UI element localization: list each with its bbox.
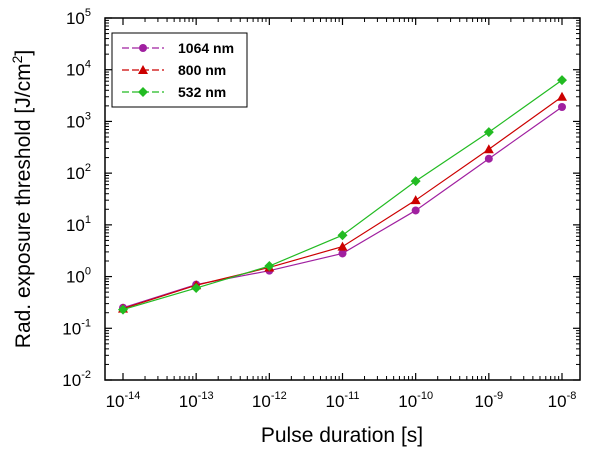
data-point bbox=[558, 103, 566, 112]
x-tick-exp: -10 bbox=[417, 390, 433, 402]
x-tick-label: 10-10 bbox=[398, 390, 433, 411]
x-axis-label: Pulse duration [s] bbox=[261, 424, 423, 447]
x-tick-base: 10 bbox=[179, 392, 198, 411]
data-point bbox=[191, 283, 202, 294]
x-tick-base: 10 bbox=[252, 392, 271, 411]
x-tick-label: 10-8 bbox=[548, 390, 577, 411]
y-tick-label: 10-2 bbox=[62, 369, 91, 390]
y-tick-exp: 5 bbox=[85, 7, 91, 19]
y-tick-exp: 1 bbox=[85, 214, 91, 226]
x-tick-base: 10 bbox=[398, 392, 417, 411]
legend-marker bbox=[138, 65, 148, 74]
legend-marker bbox=[138, 87, 148, 97]
y-tick-exp: -1 bbox=[81, 317, 91, 329]
x-tick-exp: -12 bbox=[271, 390, 287, 402]
data-point bbox=[337, 241, 348, 251]
legend-item: 1064 nm bbox=[122, 40, 234, 56]
series-line bbox=[122, 106, 563, 309]
data-point bbox=[411, 206, 420, 215]
y-tick-exp: -2 bbox=[81, 369, 91, 381]
y-axis-label: Rad. exposure threshold [J/cm2] bbox=[9, 50, 35, 348]
x-tick-label: 10-14 bbox=[106, 390, 141, 411]
data-point bbox=[483, 144, 494, 154]
x-tick-exp: -8 bbox=[567, 390, 577, 402]
series-layer bbox=[118, 75, 567, 315]
legend: 1064 nm 800 nm 532 nm bbox=[111, 32, 248, 108]
y-axis-label-end: ] bbox=[12, 50, 35, 56]
legend-label: 1064 nm bbox=[178, 40, 234, 56]
legend-marker bbox=[139, 44, 147, 52]
series-line bbox=[122, 79, 563, 311]
x-tick-labels: 10-14 10-13 10-12 10-11 10-10 10-9 10-8 bbox=[106, 390, 577, 411]
legend-label: 800 nm bbox=[178, 62, 226, 78]
data-point bbox=[118, 304, 128, 315]
x-tick-exp: -14 bbox=[125, 390, 141, 402]
x-tick-exp: -13 bbox=[198, 390, 214, 402]
x-tick-exp: -9 bbox=[493, 390, 503, 402]
legend-label: 532 nm bbox=[178, 84, 226, 100]
x-tick-label: 10-12 bbox=[252, 390, 287, 411]
series-0 bbox=[119, 103, 566, 312]
y-tick-label: 104 bbox=[66, 59, 91, 80]
x-tick-base: 10 bbox=[548, 392, 567, 411]
data-point bbox=[484, 154, 493, 163]
y-axis-label-sup: 2 bbox=[9, 55, 25, 63]
y-tick-exp: 0 bbox=[85, 266, 91, 278]
data-point bbox=[557, 75, 567, 86]
data-point bbox=[410, 195, 421, 205]
data-point bbox=[410, 176, 421, 187]
y-tick-base: 10 bbox=[66, 61, 85, 80]
data-point bbox=[557, 91, 567, 101]
data-point bbox=[483, 127, 494, 138]
y-tick-base: 10 bbox=[66, 164, 85, 183]
y-tick-label: 102 bbox=[66, 162, 91, 183]
x-tick-base: 10 bbox=[325, 392, 344, 411]
legend-item: 532 nm bbox=[122, 84, 226, 100]
y-tick-base: 10 bbox=[66, 112, 85, 131]
x-tick-label: 10-9 bbox=[474, 390, 503, 411]
y-tick-label: 105 bbox=[66, 7, 91, 28]
y-tick-label: 100 bbox=[66, 266, 91, 287]
y-tick-label: 10-1 bbox=[62, 317, 91, 338]
y-tick-label: 101 bbox=[66, 214, 91, 235]
data-point bbox=[337, 230, 348, 241]
y-tick-base: 10 bbox=[66, 268, 85, 287]
x-tick-exp: -11 bbox=[344, 390, 359, 402]
x-tick-label: 10-13 bbox=[179, 390, 214, 411]
axis-ticks bbox=[105, 17, 580, 381]
y-tick-label: 103 bbox=[66, 110, 91, 131]
series-2 bbox=[118, 75, 567, 315]
data-point bbox=[264, 261, 275, 272]
data-point bbox=[338, 249, 347, 258]
x-tick-base: 10 bbox=[474, 392, 493, 411]
y-tick-base: 10 bbox=[66, 216, 85, 235]
y-axis-label-main: Rad. exposure threshold [J/cm bbox=[12, 63, 35, 348]
y-tick-exp: 2 bbox=[85, 162, 91, 174]
y-tick-base: 10 bbox=[62, 319, 81, 338]
y-tick-base: 10 bbox=[66, 9, 85, 28]
legend-item: 800 nm bbox=[122, 62, 226, 78]
x-tick-label: 10-11 bbox=[325, 390, 359, 411]
y-tick-base: 10 bbox=[62, 371, 81, 390]
x-tick-base: 10 bbox=[106, 392, 125, 411]
y-tick-exp: 3 bbox=[85, 110, 91, 122]
series-line bbox=[122, 96, 563, 310]
y-tick-exp: 4 bbox=[85, 59, 91, 71]
